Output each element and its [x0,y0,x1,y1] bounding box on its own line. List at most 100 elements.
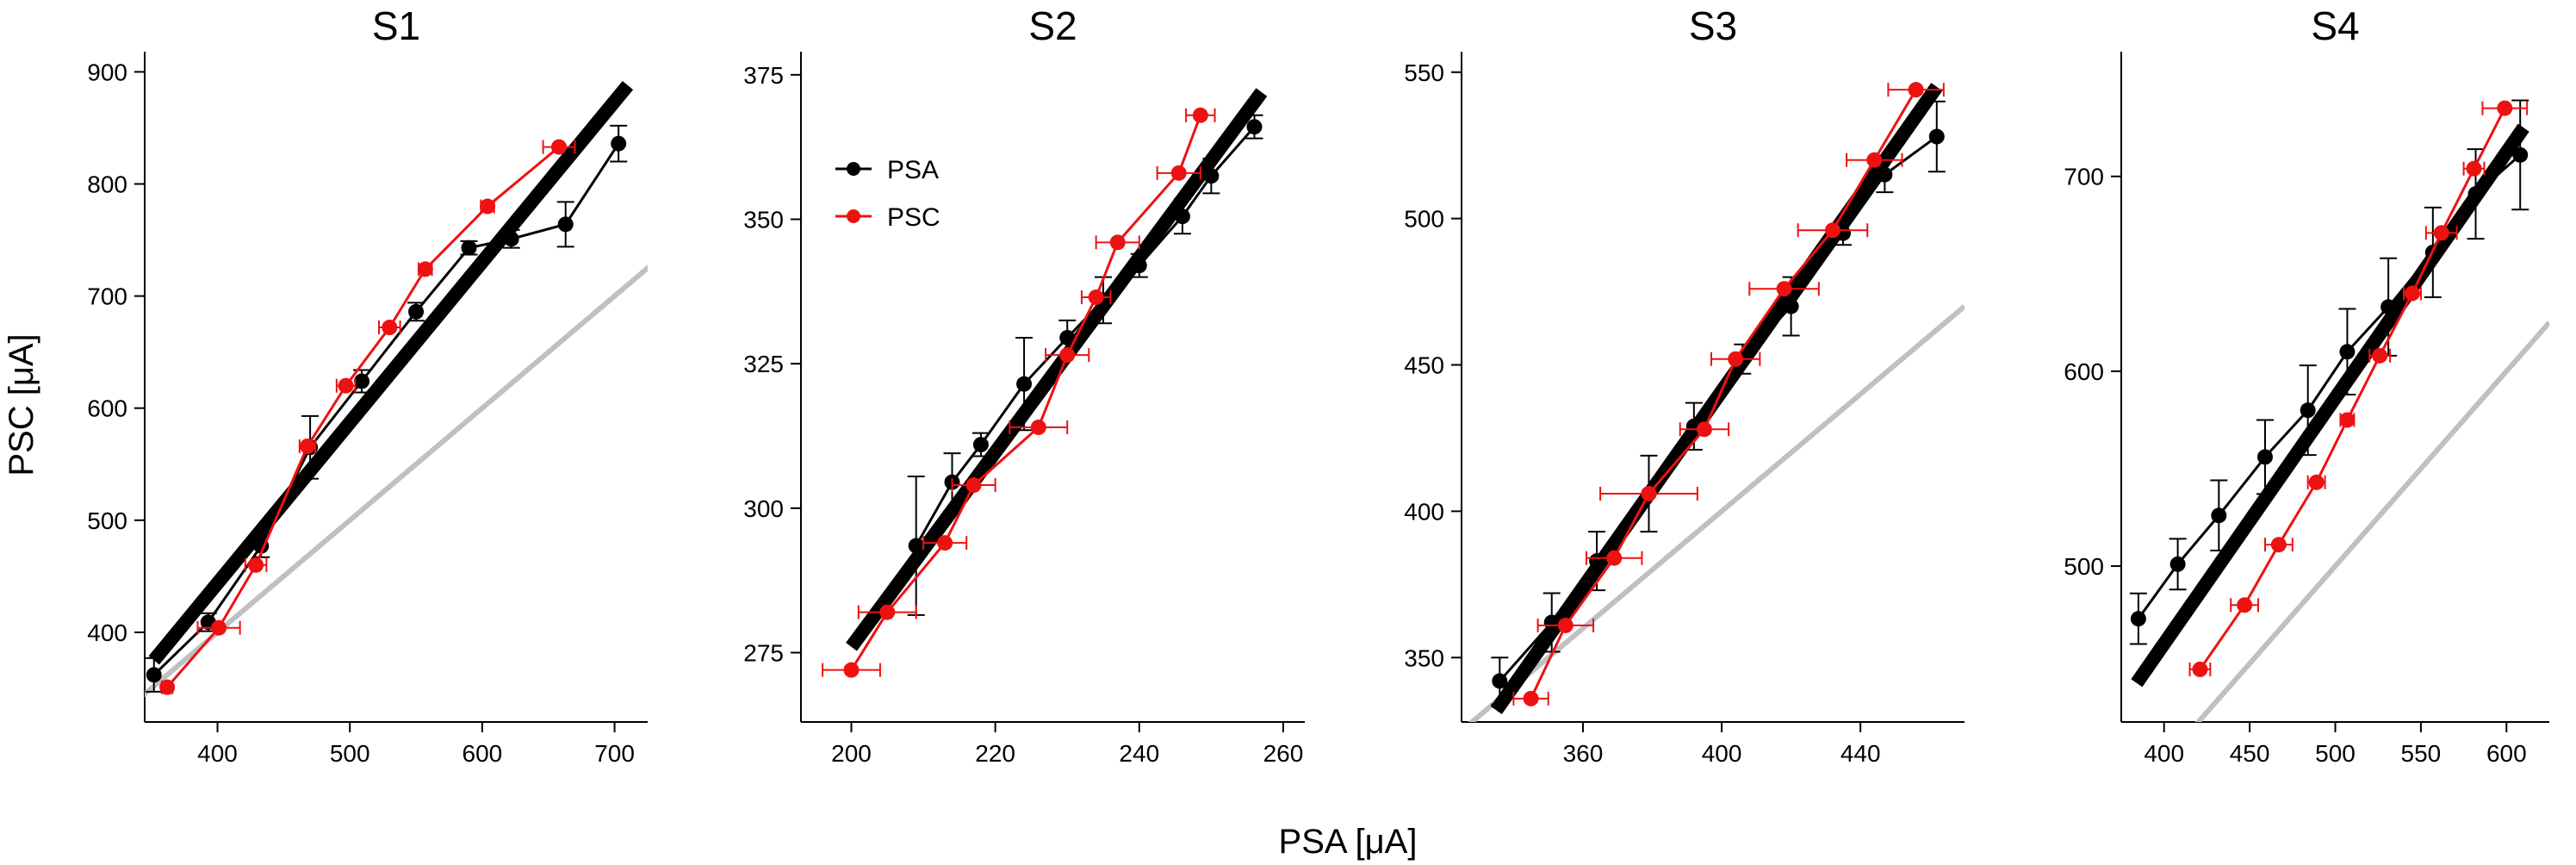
y-axis-label: PSC [μA] [3,333,40,476]
y-tick-label: 300 [743,495,784,522]
psc-point [1192,107,1208,123]
legend-psc-marker [847,209,860,223]
psc-point [1606,550,1623,566]
psa-point [2169,556,2186,572]
psc-point [1109,234,1126,251]
y-tick-label: 700 [2064,164,2104,190]
psc-point [1557,617,1574,633]
psc-point [1523,690,1539,706]
y-tick-label: 375 [743,62,784,89]
psa-point [908,538,924,554]
psc-point [1696,421,1712,438]
x-tick-label: 600 [462,740,503,767]
psc-point [2466,160,2482,177]
y-tick-label: 500 [87,507,127,534]
plot-area [145,80,648,698]
y-tick-label: 600 [2064,358,2104,385]
x-tick-label: 450 [2230,740,2270,767]
panel-s1: S1 400 500 600 700 400 500 600 700 800 900 [87,3,648,767]
plot-area [2129,99,2549,722]
fit-line [148,80,634,665]
psa-point [408,303,425,320]
x-tick-label: 360 [1563,740,1604,767]
y-tick-label: 600 [87,395,127,422]
psa-point [972,437,989,453]
psc-point [1908,82,1924,98]
panel-title: S1 [372,3,420,48]
psa-point [2130,611,2146,627]
psa-point [2380,299,2397,315]
identity-line [1468,304,1965,722]
panel-s4: S4 400 450 500 550 600 500 600 700 [2064,3,2549,767]
psa-point [1131,258,1147,274]
psc-point [551,139,568,155]
psc-point [1030,419,1046,435]
psc-point [1824,222,1840,239]
panel-s2: S2 200 220 240 260 275 300 325 350 375 [743,3,1305,767]
psc-point [1728,351,1744,367]
psc-point [2192,661,2208,677]
psc-point [2339,412,2356,428]
psa-point [1492,673,1508,689]
psc-point [1059,347,1076,364]
psc-series-line [850,115,1202,671]
x-tick-label: 400 [1702,740,1742,767]
psc-point [2433,225,2449,241]
y-tick-label: 400 [87,619,127,646]
x-tick-label: 550 [2401,740,2442,767]
y-tick-label: 550 [1404,59,1444,86]
panel-title: S4 [2311,3,2359,48]
psc-point [248,557,264,573]
psc-point [417,261,433,277]
x-tick-label: 200 [831,740,872,767]
identity-line [2194,320,2549,722]
x-tick-label: 440 [1840,740,1881,767]
psc-series-line [2199,107,2506,670]
y-tick-label: 350 [743,207,784,233]
fit-line [2131,123,2529,688]
psa-point [557,216,574,233]
psa-series-line [1499,135,1938,682]
psc-point [1641,486,1657,502]
psc-point [338,377,354,394]
panels: S1 400 500 600 700 400 500 600 700 800 900 S2 200 220… [87,3,2549,767]
psa-point [461,240,477,256]
x-tick-label: 400 [197,740,238,767]
psa-point [1203,168,1220,184]
psa-point [1016,376,1033,392]
y-tick-label: 450 [1404,352,1444,379]
psc-point [1088,289,1104,306]
legend: PSA PSC [835,156,940,232]
psa-series-line [152,142,620,676]
psa-point [2339,344,2356,360]
psa-series-line [2137,153,2522,620]
psc-point [480,198,496,215]
y-tick-label: 275 [743,640,784,667]
x-tick-label: 260 [1263,740,1304,767]
fit-line [846,88,1268,651]
psa-point [1928,128,1945,145]
psa-point [2256,449,2273,465]
psc-point [1776,281,1792,297]
psc-point [159,679,176,695]
y-tick-label: 350 [1404,644,1444,671]
psc-point [2404,285,2420,302]
psa-point [1877,166,1893,183]
psc-point [2372,347,2388,364]
psc-point [300,438,316,454]
panel-title: S2 [1028,3,1077,48]
panel-s3: S3 360 400 440 350 400 450 500 550 [1404,3,1965,767]
psa-point [146,667,162,683]
psa-point [1059,329,1076,345]
plot-area [822,88,1268,678]
psc-point [2237,597,2253,613]
psa-point [1174,208,1190,225]
x-tick-label: 500 [2315,740,2356,767]
x-tick-label: 600 [2486,740,2527,767]
psc-point [843,662,860,678]
panel-title: S3 [1689,3,1737,48]
psa-point [2300,402,2316,419]
psc-point [1866,152,1883,168]
psa-point [2211,507,2227,524]
